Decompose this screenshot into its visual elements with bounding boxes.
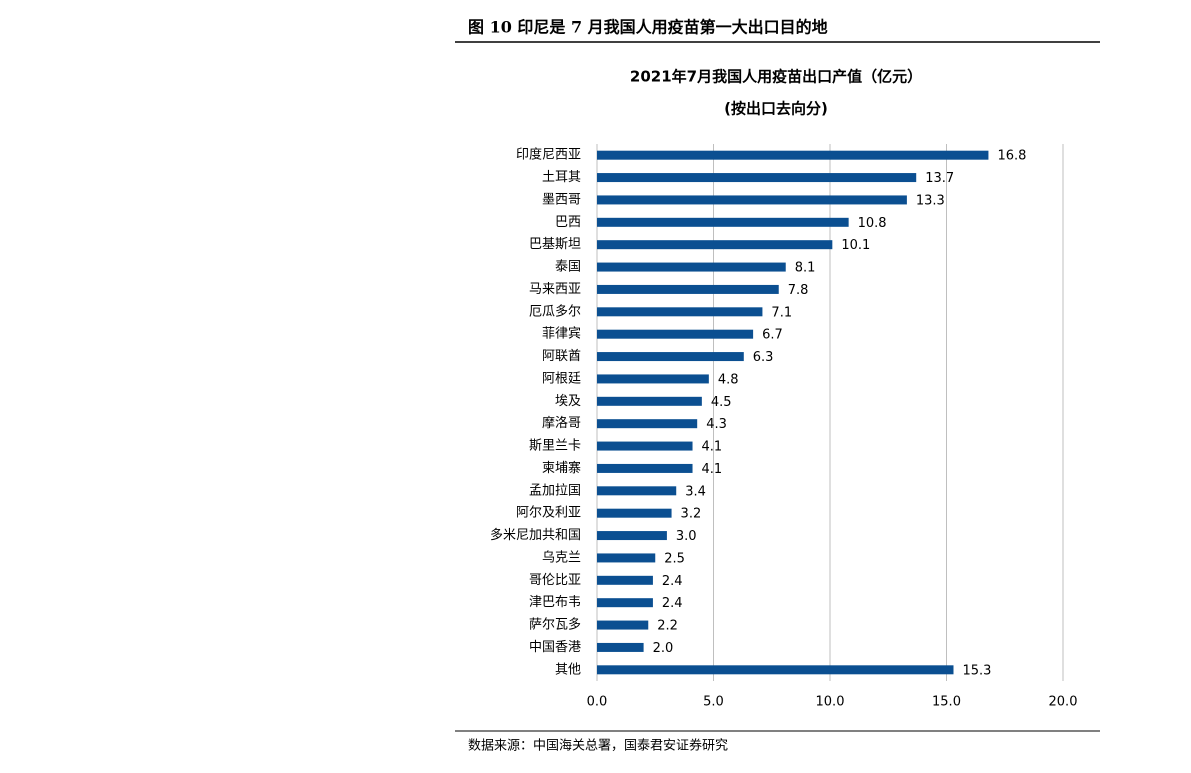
bar — [597, 217, 849, 227]
data-label: 4.1 — [702, 440, 723, 455]
x-tick-label: 15.0 — [932, 695, 961, 710]
bar — [597, 598, 653, 608]
bar — [597, 374, 709, 384]
y-tick-label: 埃及 — [555, 394, 581, 409]
data-label: 2.2 — [657, 619, 678, 634]
y-tick-label: 厄瓜多尔 — [529, 303, 581, 319]
data-label: 2.5 — [664, 551, 685, 566]
source-note: 数据来源：中国海关总署，国泰君安证券研究 — [468, 738, 728, 754]
bar — [597, 642, 644, 652]
bar — [597, 419, 698, 429]
data-label: 2.0 — [653, 641, 674, 656]
y-tick-label: 多米尼加共和国 — [490, 527, 581, 543]
y-tick-label: 中国香港 — [529, 640, 581, 655]
y-tick-label: 印度尼西亚 — [516, 147, 581, 163]
bar — [597, 441, 693, 451]
bar — [597, 195, 907, 205]
y-tick-label: 津巴布韦 — [529, 595, 581, 610]
y-tick-label: 巴基斯坦 — [529, 237, 581, 252]
data-label: 3.0 — [676, 529, 697, 544]
y-tick-label: 乌克兰 — [542, 549, 581, 565]
bar — [597, 352, 744, 362]
data-label: 3.2 — [681, 507, 702, 522]
y-tick-label: 摩洛哥 — [542, 415, 581, 431]
x-tick-label: 20.0 — [1049, 695, 1078, 710]
data-label: 2.4 — [662, 574, 683, 589]
y-tick-label: 阿联酋 — [542, 348, 581, 364]
data-label: 8.1 — [795, 261, 816, 276]
y-tick-label: 墨西哥 — [542, 192, 581, 207]
y-tick-label: 巴西 — [555, 215, 581, 230]
chart-title: 2021年7月我国人用疫苗出口产值（亿元） — [630, 68, 922, 86]
bar — [597, 173, 917, 183]
data-label: 13.7 — [925, 171, 954, 186]
y-tick-label: 菲律宾 — [542, 326, 581, 342]
y-tick-label: 泰国 — [555, 260, 581, 275]
data-label: 13.3 — [916, 193, 945, 208]
bar — [597, 396, 702, 406]
chart-subtitle: (按出口去向分) — [724, 100, 828, 118]
data-label: 7.1 — [771, 305, 792, 320]
data-label: 6.7 — [762, 328, 783, 343]
bar — [597, 620, 649, 630]
y-tick-label: 阿尔及利亚 — [516, 506, 581, 521]
x-tick-label: 5.0 — [703, 695, 724, 710]
bar — [597, 665, 954, 675]
bar — [597, 307, 763, 317]
bar — [597, 486, 677, 496]
x-tick-label: 0.0 — [587, 695, 608, 710]
bar — [597, 575, 653, 585]
data-label: 3.4 — [685, 484, 706, 499]
bar — [597, 262, 786, 272]
figure-header: 图 10 印尼是 7 月我国人用疫苗第一大出口目的地 — [468, 18, 828, 37]
y-tick-label: 哥伦比亚 — [529, 573, 581, 588]
y-tick-label: 阿根廷 — [542, 371, 581, 386]
data-label: 4.1 — [702, 462, 723, 477]
bar — [597, 150, 989, 160]
y-tick-label: 土耳其 — [542, 170, 581, 185]
y-tick-label: 马来西亚 — [529, 282, 581, 297]
data-label: 6.3 — [753, 350, 774, 365]
bar — [597, 284, 779, 294]
y-tick-label: 斯里兰卡 — [529, 439, 581, 454]
y-tick-label: 其他 — [555, 662, 581, 677]
x-tick-label: 10.0 — [816, 695, 845, 710]
data-label: 4.8 — [718, 372, 739, 387]
bar — [597, 531, 667, 541]
bar — [597, 553, 656, 563]
bar — [597, 508, 672, 518]
data-label: 10.8 — [858, 216, 887, 231]
bar — [597, 240, 833, 250]
bar — [597, 329, 754, 339]
y-tick-label: 萨尔瓦多 — [529, 617, 581, 633]
data-label: 16.8 — [997, 149, 1026, 164]
data-label: 15.3 — [962, 663, 991, 678]
data-label: 4.3 — [706, 417, 727, 432]
y-tick-label: 孟加拉国 — [529, 483, 581, 498]
bar — [597, 463, 693, 473]
data-label: 2.4 — [662, 596, 683, 611]
data-label: 4.5 — [711, 395, 732, 410]
data-label: 7.8 — [788, 283, 809, 298]
data-label: 10.1 — [841, 238, 870, 253]
y-tick-label: 柬埔寨 — [542, 460, 581, 476]
